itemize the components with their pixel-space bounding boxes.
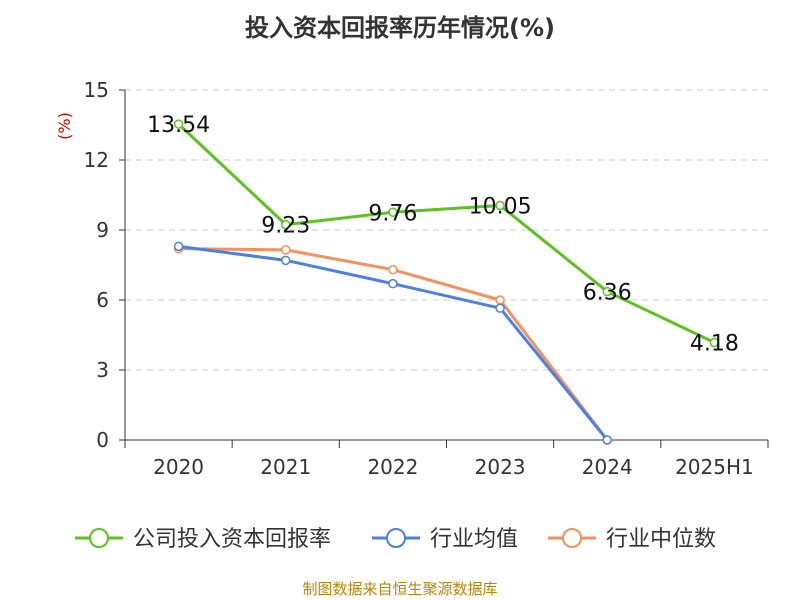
data-labels: 13.54 9.23 9.76 10.05 6.36 4.18	[147, 113, 739, 356]
legend-item-2: 行业中位数	[548, 527, 716, 552]
data-label: 13.54	[147, 113, 210, 138]
legend-item-1: 行业均值	[372, 527, 518, 552]
data-point	[709, 337, 720, 348]
data-point	[173, 241, 184, 252]
data-label: 9.76	[368, 201, 417, 226]
x-tick-label: 2022	[367, 455, 418, 479]
legend-label: 行业均值	[430, 527, 518, 552]
data-point	[388, 264, 398, 275]
series-line-0	[177, 122, 716, 344]
series-lines	[173, 119, 720, 445]
y-tick-label: 15	[84, 78, 109, 102]
y-tick-label: 0	[96, 428, 109, 452]
data-point	[495, 295, 505, 305]
data-point	[388, 278, 398, 289]
data-point	[495, 303, 505, 313]
data-label: 4.18	[690, 331, 739, 356]
data-point	[495, 200, 505, 211]
legend-item-0: 公司投入资本回报率	[75, 527, 331, 552]
series-line-2	[178, 247, 609, 441]
data-label: 10.05	[469, 195, 532, 220]
x-tick-label: 2023	[475, 455, 526, 479]
x-tick-label: 2024	[582, 455, 633, 479]
data-point	[281, 255, 291, 266]
data-point	[388, 207, 398, 218]
chart-title: 投入资本回报率历年情况(%)	[245, 14, 555, 42]
y-tick-label: 9	[96, 218, 109, 242]
data-point	[602, 286, 612, 297]
data-point	[602, 435, 612, 445]
y-tick-label: 12	[84, 148, 109, 172]
series-line-1	[178, 244, 609, 441]
x-tick-label: 2021	[260, 455, 311, 479]
data-point	[281, 245, 291, 255]
gridlines	[125, 89, 768, 371]
legend-label: 公司投入资本回报率	[133, 527, 331, 552]
legend-marker	[89, 528, 109, 548]
data-point	[173, 119, 184, 129]
x-tick-label: 2025H1	[675, 455, 754, 479]
legend: 公司投入资本回报率 行业均值 行业中位数	[75, 527, 716, 552]
data-label: 9.23	[261, 214, 310, 239]
legend-label: 行业中位数	[606, 527, 716, 552]
y-tick-label: 3	[96, 358, 109, 382]
data-point	[281, 219, 291, 230]
y-axis-label: (%)	[55, 112, 74, 140]
y-tick-label: 6	[96, 288, 109, 312]
source-note: 制图数据来自恒生聚源数据库	[302, 580, 498, 598]
legend-marker	[386, 528, 406, 548]
axes: 0 3 6 9 12 15 (%) 2020 2021 2022 2023 2024 2025H1	[55, 78, 769, 479]
x-tick-label: 2020	[153, 455, 204, 479]
data-label: 6.36	[583, 281, 632, 306]
legend-marker	[562, 528, 582, 548]
